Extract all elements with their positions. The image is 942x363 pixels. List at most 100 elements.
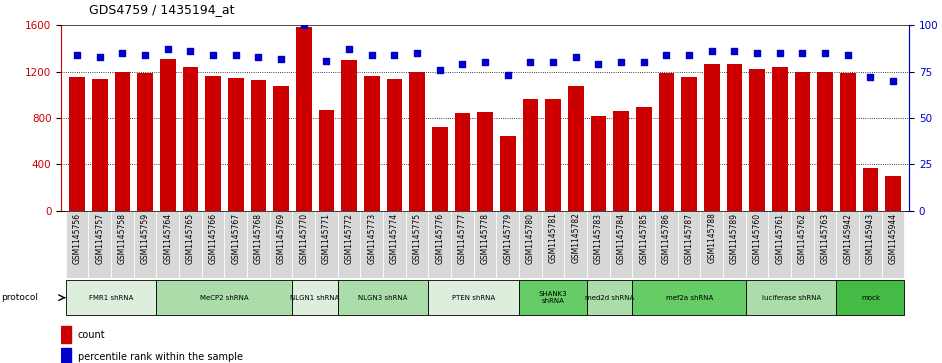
Bar: [564, 211, 587, 278]
Bar: [61, 348, 72, 363]
Bar: [431, 127, 447, 211]
Point: [251, 54, 266, 60]
Point: [296, 23, 311, 28]
Point: [545, 60, 560, 65]
Bar: [609, 211, 632, 278]
Text: NLGN1 shRNA: NLGN1 shRNA: [290, 295, 340, 301]
Point: [432, 67, 447, 73]
Point: [455, 61, 470, 67]
Point: [682, 52, 697, 58]
Bar: [749, 69, 765, 211]
Text: GSM1145765: GSM1145765: [186, 213, 195, 264]
Bar: [882, 211, 904, 278]
Bar: [681, 77, 697, 211]
Bar: [678, 211, 701, 278]
Bar: [338, 211, 361, 278]
Text: GSM1145766: GSM1145766: [208, 213, 218, 264]
Bar: [500, 136, 515, 211]
Bar: [69, 77, 85, 211]
Point: [183, 48, 198, 54]
Text: GSM1145944: GSM1145944: [888, 213, 898, 264]
Bar: [794, 72, 810, 211]
Bar: [202, 211, 224, 278]
Point: [478, 60, 493, 65]
Bar: [292, 211, 316, 278]
Point: [591, 61, 606, 67]
Text: PTEN shRNA: PTEN shRNA: [452, 295, 495, 301]
Point: [863, 74, 878, 80]
Bar: [183, 67, 199, 211]
Bar: [269, 211, 292, 278]
Text: GSM1145780: GSM1145780: [526, 213, 535, 264]
Bar: [247, 211, 269, 278]
Bar: [316, 211, 338, 278]
Bar: [66, 280, 156, 315]
Text: GSM1145943: GSM1145943: [866, 213, 875, 264]
Bar: [496, 211, 519, 278]
Point: [500, 73, 515, 78]
Point: [410, 50, 425, 56]
Bar: [111, 211, 134, 278]
Bar: [455, 113, 470, 211]
Bar: [726, 64, 742, 211]
Point: [70, 52, 85, 58]
Point: [795, 50, 810, 56]
Text: GSM1145778: GSM1145778: [480, 213, 490, 264]
Bar: [179, 211, 202, 278]
Text: percentile rank within the sample: percentile rank within the sample: [77, 352, 243, 362]
Bar: [383, 211, 406, 278]
Bar: [863, 168, 879, 211]
Bar: [429, 280, 519, 315]
Bar: [818, 72, 833, 211]
Text: mock: mock: [861, 295, 880, 301]
Point: [568, 54, 583, 60]
Bar: [61, 326, 72, 343]
Text: GSM1145774: GSM1145774: [390, 213, 399, 264]
Bar: [771, 67, 788, 211]
Text: GSM1145781: GSM1145781: [548, 213, 558, 264]
Point: [523, 60, 538, 65]
Text: GSM1145759: GSM1145759: [140, 213, 150, 264]
Bar: [138, 73, 153, 211]
Bar: [66, 211, 89, 278]
Bar: [205, 76, 221, 211]
Point: [727, 48, 742, 54]
Text: NLGN3 shRNA: NLGN3 shRNA: [359, 295, 408, 301]
Text: count: count: [77, 330, 106, 340]
Point: [342, 46, 357, 52]
Text: GSM1145768: GSM1145768: [254, 213, 263, 264]
Text: protocol: protocol: [1, 293, 38, 302]
Text: GSM1145758: GSM1145758: [118, 213, 127, 264]
Text: GSM1145762: GSM1145762: [798, 213, 807, 264]
Point: [160, 46, 175, 52]
Text: GSM1145763: GSM1145763: [820, 213, 830, 264]
Text: GSM1145757: GSM1145757: [95, 213, 105, 264]
Bar: [655, 211, 678, 278]
Bar: [364, 76, 380, 211]
Bar: [587, 211, 609, 278]
Text: GSM1145776: GSM1145776: [435, 213, 445, 264]
Bar: [704, 64, 720, 211]
Bar: [251, 80, 267, 211]
Point: [115, 50, 130, 56]
Text: GSM1145772: GSM1145772: [345, 213, 353, 264]
Bar: [318, 110, 334, 211]
Text: GSM1145785: GSM1145785: [640, 213, 648, 264]
Point: [705, 48, 720, 54]
Bar: [836, 280, 904, 315]
Point: [205, 52, 220, 58]
Bar: [523, 99, 539, 211]
Point: [319, 58, 334, 64]
Text: GSM1145767: GSM1145767: [232, 213, 240, 264]
Text: GSM1145783: GSM1145783: [594, 213, 603, 264]
Text: GSM1145788: GSM1145788: [707, 213, 716, 264]
Text: GSM1145779: GSM1145779: [503, 213, 512, 264]
Bar: [836, 211, 859, 278]
Bar: [156, 280, 292, 315]
Text: FMR1 shRNA: FMR1 shRNA: [89, 295, 133, 301]
Bar: [632, 280, 746, 315]
Point: [636, 60, 651, 65]
Text: GSM1145770: GSM1145770: [300, 213, 308, 264]
Point: [138, 52, 153, 58]
Bar: [292, 280, 338, 315]
